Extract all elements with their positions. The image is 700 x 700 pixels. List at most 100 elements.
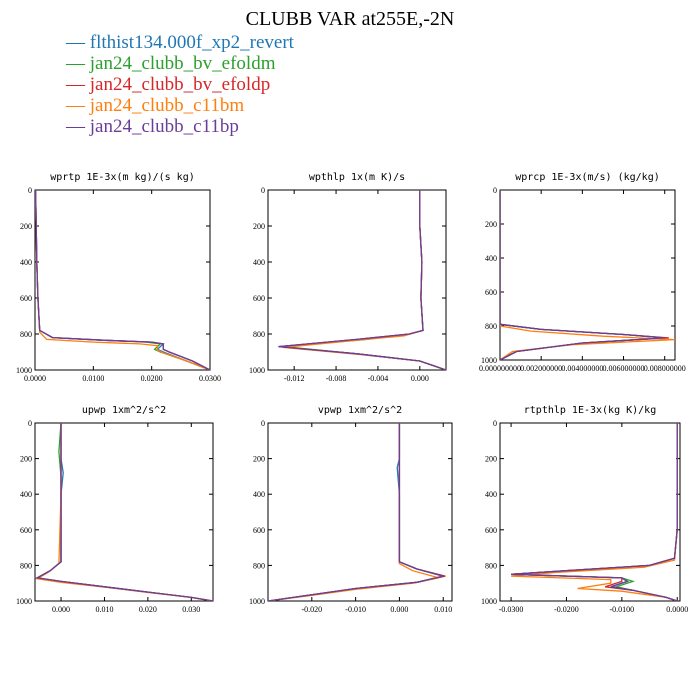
series-line: [35, 423, 213, 601]
x-tick-label: 0.0000: [24, 374, 46, 383]
chart-title: vpwp 1xm^2/s^2: [318, 405, 402, 416]
plot-frame: [267, 422, 453, 602]
chart-title: wprcp 1E-3x(m/s) (kg/kg): [515, 172, 660, 183]
y-tick-label: 400: [485, 490, 497, 499]
x-tick-label: -0.020: [301, 605, 322, 614]
series-line: [511, 423, 678, 601]
chart-panel: vpwp 1xm^2/s^2 0 200 400 600 800 1000 -0.020 -0.…: [249, 405, 453, 614]
x-tick-label: 0.0000: [666, 605, 688, 614]
plot-frame: [34, 422, 214, 602]
chart-panel: upwp 1xm^2/s^2 0 200 400 600 800 1000 0.000 0.01…: [16, 405, 214, 614]
chart-panel: wprcp 1E-3x(m/s) (kg/kg) 0 200 400 600 800 100…: [479, 172, 686, 373]
legend-label: jan24_clubb_bv_efoldm: [89, 53, 276, 74]
y-tick-label: 400: [20, 258, 32, 267]
x-tick-label: 0.020: [139, 605, 157, 614]
x-tick-label: 0.010: [434, 605, 452, 614]
y-tick-label: 0: [261, 186, 265, 195]
plot-frame: [499, 422, 681, 602]
y-tick-label: 0: [261, 419, 265, 428]
y-tick-label: 1000: [16, 366, 32, 375]
chart-title: wpthlp 1x(m K)/s: [309, 172, 405, 183]
y-tick-label: 1000: [481, 597, 497, 606]
y-tick-label: 800: [20, 330, 32, 339]
series-line: [511, 423, 678, 601]
x-tick-label: 0.0200: [141, 374, 163, 383]
x-tick-label: 0.0300: [199, 374, 221, 383]
x-tick-label: 0.006000000: [603, 364, 645, 373]
x-tick-label: -0.004: [368, 374, 389, 383]
y-tick-label: 400: [253, 490, 265, 499]
legend-item: — jan24_clubb_bv_efoldp: [66, 74, 271, 95]
y-tick-label: 800: [485, 322, 497, 331]
series-line: [268, 423, 440, 601]
x-tick-label: -0.0300: [499, 605, 524, 614]
series-line: [268, 423, 444, 601]
y-tick-label: 600: [20, 294, 32, 303]
y-tick-label: 800: [20, 561, 32, 570]
page-title: CLUBB VAR at255E,-2N: [245, 8, 455, 30]
series-line: [35, 423, 213, 601]
series-line: [35, 423, 213, 601]
y-tick-label: 800: [485, 561, 497, 570]
y-tick-label: 800: [253, 561, 265, 570]
series-line: [268, 423, 444, 601]
y-tick-label: 1000: [249, 366, 265, 375]
y-tick-label: 600: [253, 526, 265, 535]
y-tick-label: 0: [28, 186, 32, 195]
y-tick-label: 200: [20, 222, 32, 231]
y-tick-label: 400: [485, 254, 497, 263]
chart-title: upwp 1xm^2/s^2: [82, 405, 166, 416]
y-tick-label: 400: [253, 258, 265, 267]
y-tick-label: 200: [485, 455, 497, 464]
legend-item: — jan24_clubb_c11bp: [66, 116, 239, 137]
series-line: [500, 190, 675, 360]
y-tick-label: 200: [253, 222, 265, 231]
series-line: [35, 190, 210, 370]
x-tick-label: -0.0200: [554, 605, 579, 614]
y-tick-label: 0: [28, 419, 32, 428]
x-tick-label: 0.0100: [82, 374, 104, 383]
chart-panel: rtpthlp 1E-3x(kg K)/kg02004006008001000-…: [481, 405, 688, 614]
x-tick-label: 0.000: [411, 374, 429, 383]
x-tick-label: 0.030: [182, 605, 200, 614]
x-tick-label: 0.000: [390, 605, 408, 614]
y-tick-label: 0: [493, 419, 497, 428]
series-line: [35, 423, 213, 601]
y-tick-label: 1000: [481, 356, 497, 365]
x-tick-label: 0.000: [52, 605, 70, 614]
y-tick-label: 600: [485, 288, 497, 297]
legend-label: jan24_clubb_c11bp: [89, 116, 239, 137]
series-line: [278, 190, 446, 370]
x-tick-label: -0.010: [345, 605, 366, 614]
y-tick-label: 600: [20, 526, 32, 535]
x-tick-label: -0.012: [284, 374, 305, 383]
x-tick-label: -0.0100: [610, 605, 635, 614]
legend: — flthist134.000f_xp2_revert — jan24_clu…: [66, 32, 294, 137]
y-tick-label: 200: [253, 455, 265, 464]
legend-label: jan24_clubb_bv_efoldp: [89, 74, 271, 95]
series-line: [35, 423, 213, 601]
legend-item: — jan24_clubb_c11bm: [66, 95, 245, 116]
y-tick-label: 200: [20, 455, 32, 464]
legend-label: jan24_clubb_c11bm: [89, 95, 245, 116]
series-line: [500, 190, 665, 360]
y-tick-label: 0: [493, 186, 497, 195]
x-tick-label: 0.004000000: [561, 364, 603, 373]
plot-frame: [34, 189, 211, 371]
y-tick-label: 1000: [16, 597, 32, 606]
legend-label: flthist134.000f_xp2_revert: [89, 32, 294, 53]
chart-panel: wpthlp 1x(m K)/s 0 200 400 600 800 1000 -0.012 -…: [249, 172, 447, 383]
y-tick-label: 1000: [249, 597, 265, 606]
series-line: [268, 423, 446, 601]
x-tick-label: 0.010: [95, 605, 113, 614]
y-tick-label: 600: [485, 526, 497, 535]
x-tick-label: 0.008000000: [644, 364, 686, 373]
y-tick-label: 200: [485, 220, 497, 229]
plot-frame: [267, 189, 447, 371]
x-tick-label: 0.002000000: [520, 364, 562, 373]
chart-title: rtpthlp 1E-3x(kg K)/kg: [524, 405, 656, 416]
legend-item: — jan24_clubb_bv_efoldm: [66, 53, 276, 74]
x-tick-label: -0.008: [326, 374, 347, 383]
x-tick-label: 0.000000000: [479, 364, 521, 373]
